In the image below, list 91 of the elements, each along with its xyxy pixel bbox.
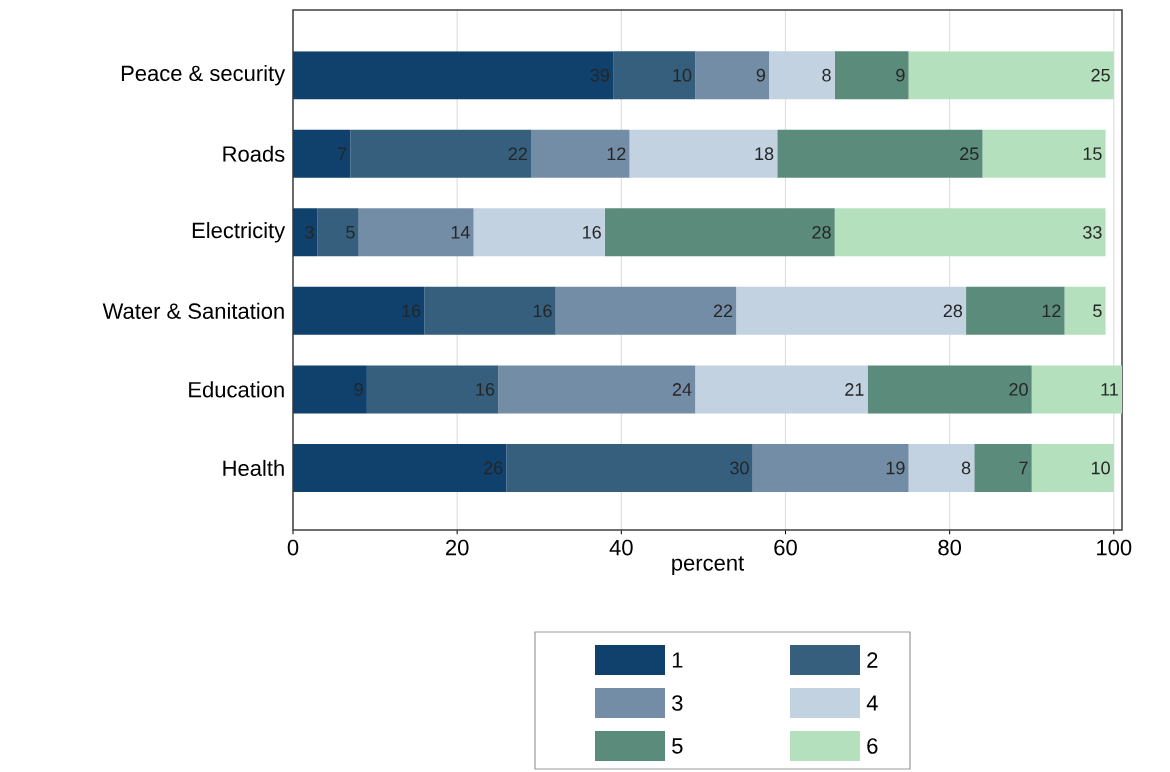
data-label: 12 <box>607 147 626 161</box>
bar <box>358 208 474 257</box>
bar <box>966 286 1065 335</box>
y-tick-label: Roads <box>223 145 285 162</box>
bar <box>908 51 1114 100</box>
data-label: 21 <box>845 383 864 396</box>
data-label: 9 <box>354 383 363 396</box>
data-label: 25 <box>960 147 979 161</box>
bar <box>834 51 909 100</box>
bar <box>982 129 1106 178</box>
data-label: 12 <box>1042 304 1061 318</box>
data-label: 26 <box>484 461 503 475</box>
data-label: 18 <box>755 147 774 161</box>
data-label: 15 <box>1083 147 1102 161</box>
x-tick-label: 60 <box>774 539 797 556</box>
x-tick-label: 80 <box>938 539 962 556</box>
bar <box>531 129 630 178</box>
data-label: 22 <box>713 304 733 318</box>
bar <box>769 51 835 100</box>
bar <box>629 129 778 178</box>
data-label: 5 <box>346 226 355 239</box>
data-label: 7 <box>1019 461 1028 475</box>
bar <box>293 51 614 100</box>
data-label: 16 <box>476 383 495 396</box>
x-tick-label: 100 <box>1097 539 1132 556</box>
legend-label: 6 <box>867 738 878 754</box>
bar <box>424 286 556 335</box>
bar <box>834 208 1106 257</box>
bar <box>777 129 983 178</box>
bar <box>908 443 975 492</box>
bar <box>293 129 351 178</box>
data-label: 20 <box>1009 383 1028 396</box>
legend-label: 4 <box>866 695 878 711</box>
data-label: 9 <box>896 68 905 82</box>
x-tick-label: 40 <box>609 539 633 556</box>
data-label: 28 <box>943 304 963 318</box>
y-tick-label: Water & Sanitation <box>102 302 284 319</box>
bar <box>867 365 1032 414</box>
bar <box>1031 365 1123 414</box>
bar <box>293 208 318 257</box>
bar <box>974 443 1032 492</box>
bar <box>1031 443 1114 492</box>
y-tick-label: Health <box>223 459 284 477</box>
data-label: 25 <box>1091 68 1110 82</box>
data-label: 8 <box>822 68 831 82</box>
data-label: 28 <box>812 225 831 239</box>
data-label: 30 <box>730 461 749 475</box>
legend-label: 5 <box>672 738 683 754</box>
y-tick-label: Electricity <box>192 222 286 243</box>
legend-label: 3 <box>672 695 683 711</box>
bar <box>473 208 605 257</box>
bar <box>293 443 507 492</box>
bar <box>498 365 696 414</box>
data-label: 22 <box>508 147 527 161</box>
legend-label: 2 <box>867 652 878 668</box>
x-axis-title: percent <box>672 556 745 576</box>
bar <box>604 208 835 257</box>
data-label: 16 <box>402 304 421 318</box>
bar <box>1064 286 1106 335</box>
data-label: 10 <box>1091 461 1110 475</box>
data-label: 10 <box>673 68 692 82</box>
bar <box>555 286 737 335</box>
data-label: 3 <box>305 225 314 239</box>
x-tick-label: 0 <box>287 539 299 556</box>
legend-label: 1 <box>672 652 683 668</box>
data-label: 11 <box>1101 383 1118 396</box>
data-label: 24 <box>672 383 692 396</box>
bar <box>695 365 868 414</box>
data-label: 16 <box>583 225 601 239</box>
bar <box>613 51 696 100</box>
data-label: 16 <box>533 304 552 318</box>
bar <box>293 365 367 414</box>
data-label: 5 <box>1093 304 1102 318</box>
x-tick-label: 20 <box>446 539 469 556</box>
data-label: 7 <box>338 147 347 160</box>
data-label: 8 <box>961 461 971 475</box>
bar <box>317 208 359 257</box>
data-label: 39 <box>590 68 610 82</box>
bar <box>695 51 770 100</box>
data-label: 19 <box>886 461 905 475</box>
bar <box>366 365 499 414</box>
bar <box>506 443 753 492</box>
bar <box>736 286 967 335</box>
bar <box>350 129 532 178</box>
bar <box>293 286 425 335</box>
data-label: 14 <box>451 226 470 239</box>
data-label: 33 <box>1083 225 1102 239</box>
data-label: 9 <box>756 68 766 82</box>
y-tick-label: Peace & security <box>121 64 286 86</box>
bar <box>752 443 909 492</box>
y-tick-label: Education <box>189 381 284 398</box>
